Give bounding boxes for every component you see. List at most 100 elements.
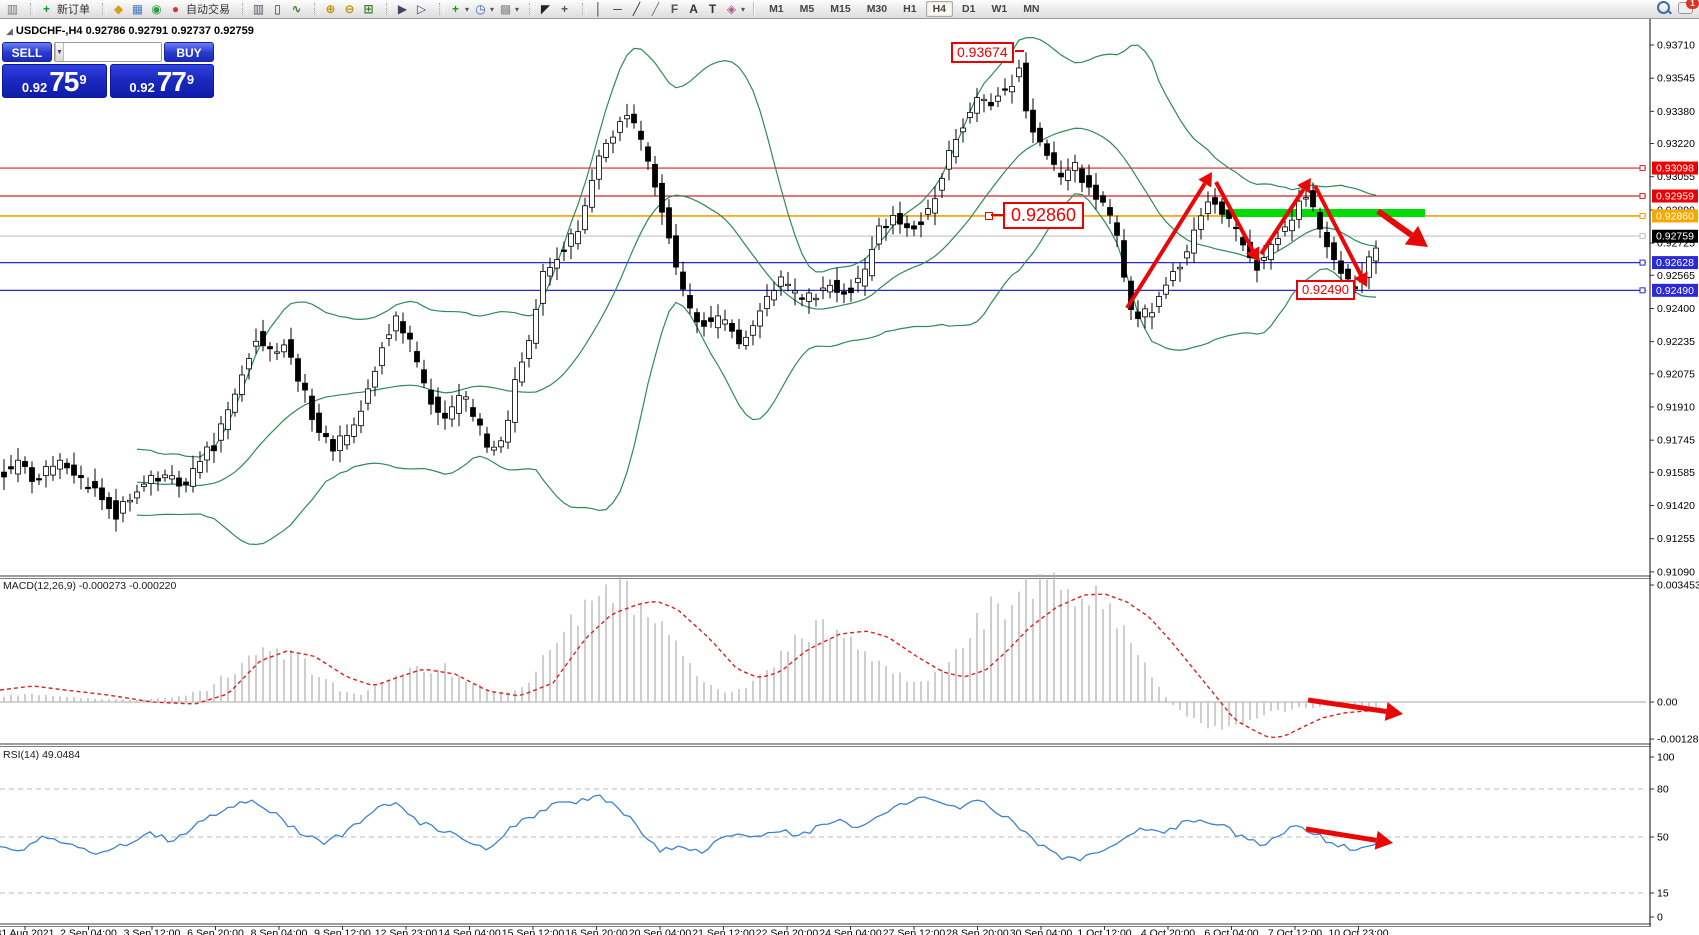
rsi-indicator-label: RSI(14) 49.0484 (3, 749, 81, 761)
auto-scroll-icon[interactable]: ▷ (416, 2, 427, 16)
zoom-in-icon[interactable]: ⊕ (325, 2, 336, 16)
price-axis: 0.937100.935450.933800.932200.930550.928… (1650, 40, 1698, 578)
bar-chart-icon[interactable]: ▥ (252, 2, 265, 16)
high-annotation-connector (1015, 50, 1024, 52)
equidistant-channel-icon[interactable]: ╱ (651, 2, 660, 16)
svg-text:6 Oct 04:00: 6 Oct 04:00 (1204, 928, 1258, 935)
buy-price-tile[interactable]: 0.92 77 9 (109, 64, 214, 98)
mid-annotation-marker (985, 212, 993, 220)
broom-icon[interactable]: ◆ (113, 2, 124, 16)
svg-text:0.00: 0.00 (1657, 697, 1678, 709)
low-price-annotation[interactable]: 0.92490 (1296, 280, 1355, 300)
toolbar-separator (753, 2, 756, 16)
autotrading-label[interactable]: 自动交易 (186, 4, 230, 16)
svg-text:30 Sep 04:00: 30 Sep 04:00 (1010, 928, 1073, 935)
chart-symbol-header: ◢ USDCHF-,H4 0.92786 0.92791 0.92737 0.92… (6, 25, 254, 37)
dropdown-caret-icon[interactable]: ▾ (490, 4, 495, 14)
new-order-label[interactable]: 新订单 (57, 4, 90, 16)
svg-text:0.91255: 0.91255 (1657, 533, 1695, 545)
dropdown-caret-icon[interactable]: ▾ (465, 4, 470, 14)
svg-text:6 Sep 20:00: 6 Sep 20:00 (187, 928, 244, 935)
timeframe-button-d1[interactable]: D1 (962, 3, 976, 15)
svg-text:0.92490: 0.92490 (1656, 285, 1694, 297)
signal-icon[interactable]: ◉ (151, 2, 162, 16)
profile-icon[interactable]: ▦ (131, 2, 144, 16)
text-icon[interactable]: A (689, 2, 698, 16)
timeframe-button-m1[interactable]: M1 (769, 3, 784, 15)
svg-text:0.92759: 0.92759 (1656, 231, 1694, 243)
svg-text:8 Sep 04:00: 8 Sep 04:00 (251, 928, 308, 935)
notifications-icon[interactable]: 1 (1678, 0, 1699, 14)
timeframe-button-h4[interactable]: H4 (925, 1, 953, 17)
timeframe-button-m5[interactable]: M5 (799, 3, 815, 15)
toolbar-grip (529, 3, 535, 15)
vertical-line-icon[interactable]: │ (594, 2, 603, 16)
zoom-out-icon[interactable]: ⊖ (344, 2, 355, 16)
svg-text:0.93545: 0.93545 (1657, 73, 1695, 85)
toolbar-grip (386, 3, 391, 15)
toolbar-grip (582, 3, 588, 15)
toolbar-grip (439, 3, 444, 15)
main-toolbar: ▥ + 新订单 ◆ ▦ ◉ ● 自动交易 ▥ ▯ ∿ ⊕ ⊖ ⊞ ▶ ▷ + ▾ ◷ ▾ ▩ ▾ ◤ + │ ─ ╱ ╱ F A T ◈ ▾ M… (0, 0, 1699, 19)
timeframe-button-mn[interactable]: MN (1023, 3, 1040, 15)
rsi-axis: 100 80 50 15 0 (1650, 752, 1675, 924)
volume-input[interactable] (63, 43, 161, 61)
svg-text:16 Sep 20:00: 16 Sep 20:00 (565, 928, 628, 935)
timeframe-button-m30[interactable]: M30 (866, 3, 888, 15)
trendline-icon[interactable]: ╱ (632, 2, 641, 16)
volume-decrease-button[interactable]: ▼ (55, 43, 64, 61)
svg-text:0.92235: 0.92235 (1657, 336, 1695, 348)
svg-text:9 Sep 12:00: 9 Sep 12:00 (314, 928, 371, 935)
macd-indicator-label: MACD(12,26,9) -0.000273 -0.000220 (3, 580, 177, 592)
new-order-icon[interactable]: + (42, 2, 50, 16)
dropdown-caret-icon[interactable]: ▾ (741, 4, 746, 14)
svg-text:22 Sep 20:00: 22 Sep 20:00 (756, 928, 819, 935)
svg-text:0.92628: 0.92628 (1656, 257, 1694, 269)
dropdown-caret-icon[interactable]: ▾ (515, 4, 520, 14)
candlestick-chart-icon[interactable]: ▯ (274, 2, 281, 16)
horizontal-line-icon[interactable]: ─ (613, 2, 622, 16)
svg-text:1 Oct 12:00: 1 Oct 12:00 (1077, 928, 1131, 935)
timeframe-button-w1[interactable]: W1 (991, 3, 1008, 15)
price-pane (0, 36, 1646, 546)
sell-button[interactable]: SELL (2, 42, 52, 62)
svg-text:-0.001283: -0.001283 (1657, 734, 1699, 746)
svg-text:100: 100 (1657, 752, 1675, 764)
svg-text:0.92400: 0.92400 (1657, 303, 1695, 315)
high-price-annotation[interactable]: 0.93674 (951, 42, 1014, 63)
fibonacci-icon[interactable]: F (670, 2, 679, 16)
svg-text:0.003453: 0.003453 (1657, 580, 1699, 592)
svg-text:15 Sep 12:00: 15 Sep 12:00 (502, 928, 565, 935)
svg-text:0: 0 (1657, 912, 1663, 924)
sell-price-prefix: 0.92 (21, 80, 48, 95)
buy-price-pip: 9 (186, 72, 195, 87)
templates-icon[interactable]: ▩ (499, 2, 512, 16)
autotrading-icon[interactable]: ● (171, 2, 180, 16)
sell-price-pip: 9 (79, 72, 87, 87)
svg-text:0.91420: 0.91420 (1657, 500, 1695, 512)
chart-partial-icon[interactable]: ▥ (6, 2, 19, 16)
timeframe-button-h1[interactable]: H1 (903, 3, 917, 15)
sell-price-main: 75 (49, 66, 79, 97)
crosshair-icon[interactable]: + (561, 2, 569, 16)
mid-price-annotation[interactable]: 0.92860 (1003, 202, 1085, 229)
line-chart-icon[interactable]: ∿ (291, 2, 302, 16)
svg-text:24 Sep 04:00: 24 Sep 04:00 (819, 928, 882, 935)
timeframe-button-m15[interactable]: M15 (830, 3, 851, 15)
search-icon[interactable] (1657, 1, 1670, 14)
arrows-tool-icon[interactable]: ◈ (726, 2, 737, 16)
svg-text:0.91910: 0.91910 (1657, 401, 1695, 413)
text-label-icon[interactable]: T (708, 2, 717, 16)
indicators-icon[interactable]: + (451, 2, 459, 16)
svg-text:50: 50 (1657, 832, 1669, 844)
green-resistance-zone (1222, 209, 1425, 217)
periods-icon[interactable]: ◷ (475, 2, 486, 16)
buy-button[interactable]: BUY (164, 42, 214, 62)
cursor-icon[interactable]: ◤ (540, 2, 551, 16)
tile-windows-icon[interactable]: ⊞ (363, 2, 374, 16)
sell-price-tile[interactable]: 0.92 75 9 (2, 64, 107, 98)
svg-text:14 Sep 04:00: 14 Sep 04:00 (438, 928, 501, 935)
svg-text:28 Sep 20:00: 28 Sep 20:00 (946, 928, 1009, 935)
scroll-to-end-icon[interactable]: ▶ (397, 2, 408, 16)
